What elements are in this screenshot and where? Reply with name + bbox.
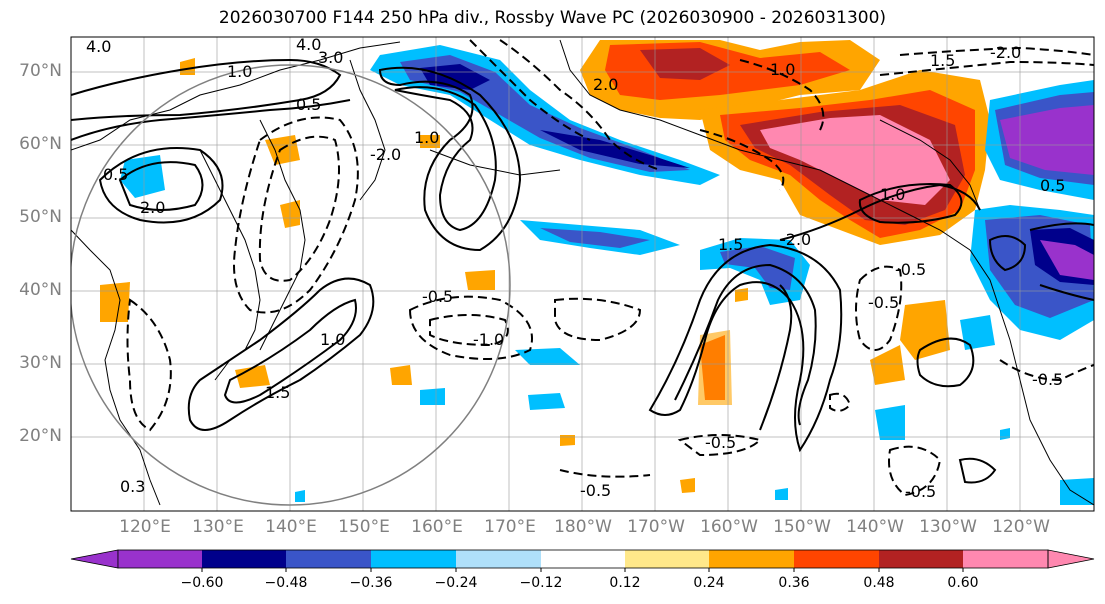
contour-label: -0.5 <box>868 293 899 312</box>
lon-label: 160°W <box>700 517 758 537</box>
colorbar-segment <box>879 550 963 568</box>
lon-label: 170°W <box>627 517 685 537</box>
colorbar-segment <box>371 550 456 568</box>
colorbar-segment <box>709 550 794 568</box>
lat-label: 50°N <box>19 207 62 227</box>
lon-label: 120°W <box>992 517 1050 537</box>
contour-label: -0.5 <box>905 482 936 501</box>
contour-label: 0.5 <box>296 95 321 114</box>
colorbar-tick-label: 0.60 <box>947 575 979 591</box>
negative-contours <box>126 39 1094 497</box>
contour-label: 3.0 <box>318 48 343 67</box>
projection-circle <box>71 64 511 506</box>
contour-label: 1.0 <box>414 128 439 147</box>
lon-label: 140°E <box>265 517 317 537</box>
colorbar-segment <box>963 550 1048 568</box>
lat-label: 70°N <box>19 61 62 81</box>
colorbar-tick-label: 0.48 <box>863 575 895 591</box>
contour-label: 0.5 <box>1040 176 1065 195</box>
lon-label: 120°E <box>119 517 171 537</box>
contour-label: 1.0 <box>880 185 905 204</box>
colorbar-tick-label: −0.12 <box>519 575 563 591</box>
colorbar-tick-label: 0.36 <box>778 575 810 591</box>
map-frame <box>70 36 1095 512</box>
lat-label: 60°N <box>19 134 62 154</box>
map-title: 2026030700 F144 250 hPa div., Rossby Wav… <box>218 8 887 28</box>
contour-label: -0.5 <box>580 481 611 500</box>
contour-label: -2.0 <box>780 230 811 249</box>
colorbar-extend-low <box>70 549 119 569</box>
colorbar <box>70 549 1095 572</box>
colorbar-tick-label: 0.24 <box>693 575 725 591</box>
colorbar-tick-label: −0.24 <box>434 575 478 591</box>
contour-label: -2.0 <box>990 43 1021 62</box>
contour-label: 1.5 <box>718 235 743 254</box>
lat-label: 20°N <box>19 426 62 446</box>
contour-label: 4.0 <box>86 37 111 56</box>
colorbar-frame <box>117 549 1049 569</box>
colorbar-tick-label: −0.60 <box>180 575 224 591</box>
positive-contours <box>71 58 1094 484</box>
contour-label: 4.0 <box>296 35 321 54</box>
colorbar-tick-label: 0.12 <box>609 575 641 591</box>
colorbar-extend-high <box>1047 549 1095 569</box>
contour-labels: 4.0 4.0 3.0 1.0 0.5 1.0 -2.0 1.0 2.0 -2.… <box>86 35 1065 501</box>
lon-label: 130°E <box>192 517 244 537</box>
map-canvas: 4.0 4.0 3.0 1.0 0.5 1.0 -2.0 1.0 2.0 -2.… <box>71 35 1094 511</box>
graticule <box>71 37 1094 511</box>
colorbar-segment <box>794 550 879 568</box>
contour-label: 1.0 <box>770 60 795 79</box>
lon-label: 150°W <box>773 517 831 537</box>
contour-label: -0.5 <box>422 287 453 306</box>
contour-label: 1.0 <box>227 62 252 81</box>
colorbar-segment <box>456 550 541 568</box>
colorbar-segment <box>541 550 625 568</box>
contour-label: -0.5 <box>895 260 926 279</box>
contour-label: -2.0 <box>370 145 401 164</box>
colorbar-segment <box>286 550 371 568</box>
contour-label: -1.0 <box>473 330 504 349</box>
colorbar-tick-label: −0.48 <box>264 575 308 591</box>
lon-label: 130°W <box>919 517 977 537</box>
colorbar-segment <box>625 550 709 568</box>
contour-label: -0.5 <box>1032 370 1063 389</box>
contour-label: 0.3 <box>120 477 145 496</box>
lon-label: 150°E <box>338 517 390 537</box>
lat-label: 40°N <box>19 280 62 300</box>
colorbar-segment <box>202 550 286 568</box>
lon-label: 170°E <box>484 517 536 537</box>
contour-label: 0.5 <box>103 165 128 184</box>
lon-label: 180°W <box>554 517 612 537</box>
lon-label: 140°W <box>846 517 904 537</box>
contour-label: 2.0 <box>593 75 618 94</box>
lat-label: 30°N <box>19 353 62 373</box>
contour-label: -0.5 <box>705 433 736 452</box>
lon-label: 160°E <box>411 517 463 537</box>
colorbar-tick-label: −0.36 <box>349 575 393 591</box>
colorbar-segment <box>118 550 202 568</box>
contour-label: 1.0 <box>320 330 345 349</box>
contour-label: 1.5 <box>265 383 290 402</box>
divergence-shading <box>100 40 1094 505</box>
contour-label: 2.0 <box>140 198 165 217</box>
contour-label: 1.5 <box>930 51 955 70</box>
